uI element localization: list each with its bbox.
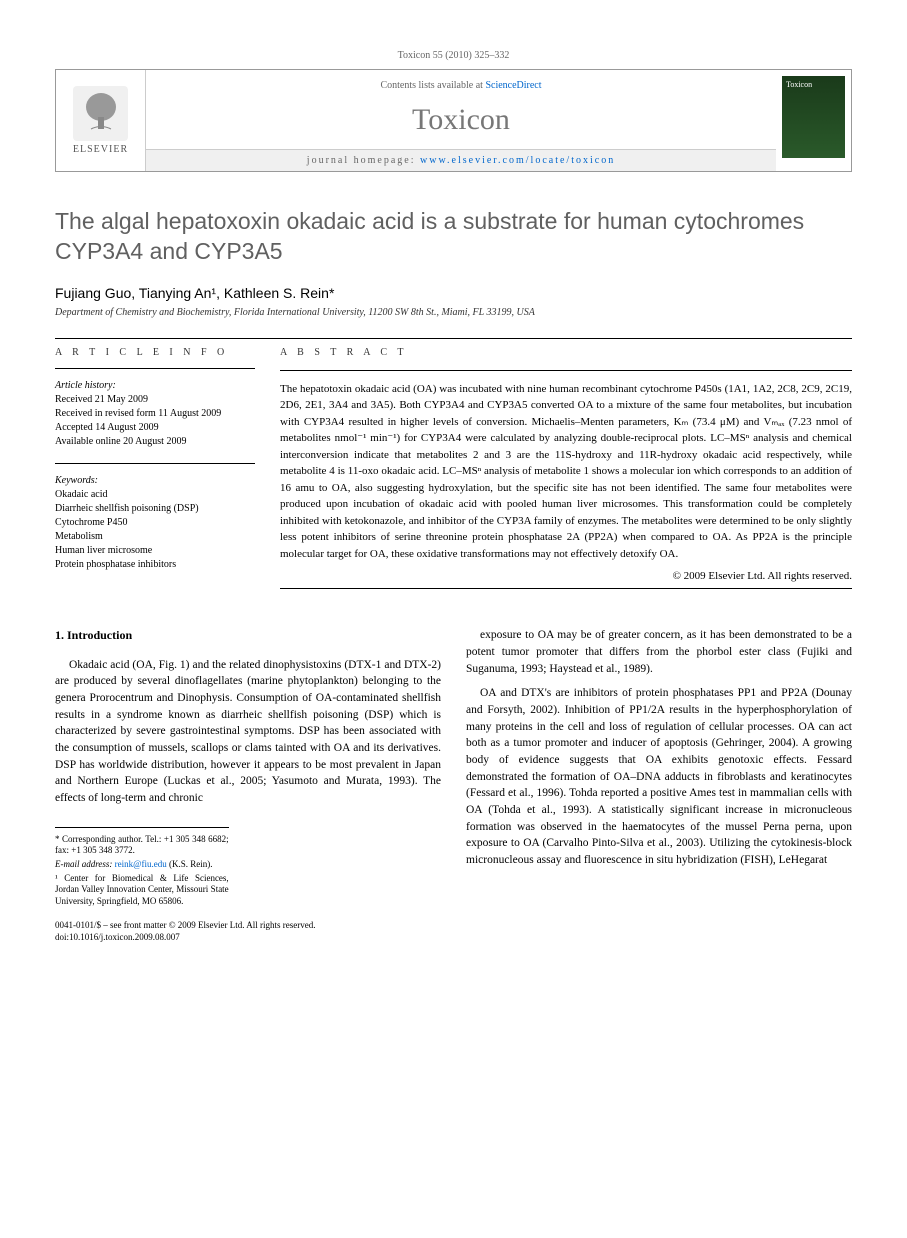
corresponding-author: * Corresponding author. Tel.: +1 305 348… [55,834,229,857]
body-paragraph: exposure to OA may be of greater concern… [466,627,852,677]
homepage-link[interactable]: www.elsevier.com/locate/toxicon [420,155,615,166]
email-address[interactable]: reink@fiu.edu [115,859,167,869]
sciencedirect-link[interactable]: ScienceDirect [485,80,541,91]
keyword: Protein phosphatase inhibitors [55,558,255,572]
body-text: 1. Introduction Okadaic acid (OA, Fig. 1… [55,627,852,943]
authors: Fujiang Guo, Tianying An¹, Kathleen S. R… [55,285,852,301]
abstract-heading: A B S T R A C T [280,347,852,358]
online-date: Available online 20 August 2009 [55,435,255,449]
keyword: Human liver microsome [55,544,255,558]
keyword: Metabolism [55,530,255,544]
accepted-date: Accepted 14 August 2009 [55,421,255,435]
contents-prefix: Contents lists available at [380,80,485,91]
affiliation: Department of Chemistry and Biochemistry… [55,307,852,318]
divider [55,338,852,339]
abstract-copyright: © 2009 Elsevier Ltd. All rights reserved… [280,570,852,582]
footnote-1: ¹ Center for Biomedical & Life Sciences,… [55,873,229,908]
section-heading: 1. Introduction [55,627,441,644]
header-center: Contents lists available at ScienceDirec… [146,70,776,171]
publisher-name: ELSEVIER [73,144,128,155]
doi-block: 0041-0101/$ – see front matter © 2009 El… [55,920,441,943]
email-label: E-mail address: [55,859,115,869]
footnotes: * Corresponding author. Tel.: +1 305 348… [55,827,229,908]
keyword: Diarrheic shellfish poisoning (DSP) [55,502,255,516]
cover-image: Toxicon [782,76,845,158]
journal-name: Toxicon [412,103,510,137]
copyright-line: 0041-0101/$ – see front matter © 2009 El… [55,920,441,932]
email-line: E-mail address: reink@fiu.edu (K.S. Rein… [55,859,229,871]
keywords-section: Keywords: Okadaic acid Diarrheic shellfi… [55,474,255,572]
keyword: Cytochrome P450 [55,516,255,530]
abstract: A B S T R A C T The hepatotoxin okadaic … [280,347,852,598]
page-citation: Toxicon 55 (2010) 325–332 [55,50,852,61]
abstract-text: The hepatotoxin okadaic acid (OA) was in… [280,381,852,563]
article-title: The algal hepatoxoxin okadaic acid is a … [55,207,852,267]
publisher-logo: ELSEVIER [56,70,146,171]
keyword: Okadaic acid [55,488,255,502]
email-suffix: (K.S. Rein). [167,859,213,869]
contents-available: Contents lists available at ScienceDirec… [380,80,541,91]
journal-cover: Toxicon [776,70,851,171]
revised-date: Received in revised form 11 August 2009 [55,407,255,421]
article-history: Article history: Received 21 May 2009 Re… [55,379,255,449]
received-date: Received 21 May 2009 [55,393,255,407]
history-label: Article history: [55,379,255,393]
article-info: A R T I C L E I N F O Article history: R… [55,347,255,598]
body-paragraph: OA and DTX's are inhibitors of protein p… [466,685,852,868]
homepage-line: journal homepage: www.elsevier.com/locat… [146,149,776,171]
homepage-prefix: journal homepage: [307,155,420,166]
info-heading: A R T I C L E I N F O [55,347,255,358]
keywords-label: Keywords: [55,474,255,488]
body-column-left: 1. Introduction Okadaic acid (OA, Fig. 1… [55,627,441,943]
journal-header: ELSEVIER Contents lists available at Sci… [55,69,852,172]
body-column-right: exposure to OA may be of greater concern… [466,627,852,943]
elsevier-tree-icon [73,86,128,141]
doi: doi:10.1016/j.toxicon.2009.08.007 [55,932,441,944]
body-paragraph: Okadaic acid (OA, Fig. 1) and the relate… [55,657,441,807]
